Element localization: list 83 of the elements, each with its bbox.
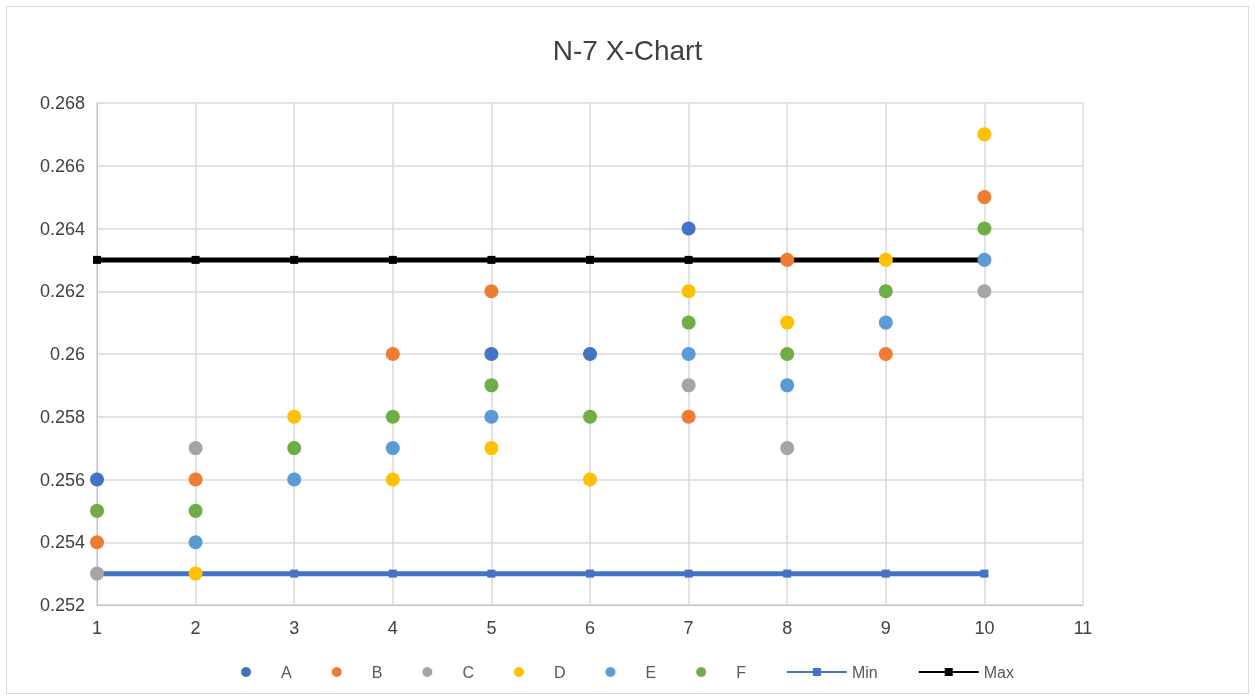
- y-tick-label: 0.264: [39, 218, 85, 239]
- y-tick-label: 0.268: [39, 93, 85, 113]
- point: [780, 378, 795, 393]
- x-tick-label: 4: [387, 618, 398, 638]
- x-tick-label: 9: [880, 618, 891, 638]
- point: [681, 347, 696, 361]
- point: [681, 284, 696, 299]
- y-tick-label: 0.262: [39, 281, 85, 302]
- point: [188, 441, 203, 456]
- point: [484, 378, 499, 393]
- point: [484, 347, 499, 361]
- point: [681, 221, 696, 236]
- point: [90, 503, 104, 518]
- point: [191, 255, 200, 264]
- point: [878, 347, 893, 361]
- point: [586, 569, 594, 578]
- legend-label: F: [736, 663, 747, 681]
- x-tick-label: 7: [683, 618, 694, 638]
- x-tick-label: 11: [1073, 618, 1093, 638]
- point: [583, 472, 597, 487]
- point: [188, 472, 203, 487]
- point: [484, 441, 499, 456]
- point: [684, 569, 693, 578]
- point: [980, 569, 989, 578]
- x-tick-label: 1: [91, 618, 103, 638]
- point: [388, 569, 397, 578]
- point: [388, 255, 397, 264]
- legend-label: D: [553, 663, 566, 681]
- point: [681, 409, 696, 424]
- point: [878, 284, 893, 299]
- point: [287, 409, 302, 424]
- point: [681, 378, 696, 393]
- point: [977, 284, 992, 299]
- y-tick-label: 0.266: [39, 155, 85, 176]
- point: [487, 569, 496, 578]
- point: [977, 190, 992, 205]
- point: [385, 472, 400, 487]
- point: [780, 315, 795, 330]
- x-tick-label: 8: [782, 618, 793, 638]
- point: [188, 535, 203, 550]
- legend-label: C: [462, 663, 474, 681]
- point: [188, 503, 203, 518]
- point: [93, 255, 101, 264]
- x-tick-label: 10: [974, 618, 995, 638]
- point: [290, 255, 299, 264]
- y-tick-label: 0.254: [39, 532, 85, 553]
- legend-label: B: [371, 663, 383, 681]
- point: [287, 472, 302, 487]
- y-tick-label: 0.252: [39, 595, 85, 615]
- point: [487, 255, 496, 264]
- point: [780, 347, 795, 361]
- point: [586, 255, 594, 264]
- point: [287, 441, 302, 456]
- point: [681, 315, 696, 330]
- x-tick-label: 2: [190, 618, 201, 638]
- y-tick-label: 0.258: [39, 406, 85, 427]
- point: [977, 221, 992, 236]
- point: [878, 315, 893, 330]
- point: [484, 284, 499, 299]
- point: [881, 569, 890, 578]
- point: [977, 127, 992, 142]
- legend-label: Min: [851, 663, 878, 681]
- legend-label: Max: [983, 663, 1014, 681]
- point: [385, 347, 400, 361]
- point: [290, 569, 299, 578]
- y-tick-label: 0.26: [49, 344, 85, 364]
- legend-label: A: [281, 663, 293, 681]
- x-tick-label: 3: [289, 618, 300, 638]
- chart-title: N-7 X-Chart: [552, 34, 703, 66]
- legend-label: E: [645, 663, 657, 681]
- x-tick-label: 5: [486, 618, 497, 638]
- point: [385, 441, 400, 456]
- point: [780, 441, 795, 456]
- point: [684, 255, 693, 264]
- y-tick-label: 0.256: [39, 469, 85, 490]
- point: [90, 472, 104, 487]
- point: [583, 409, 597, 424]
- point: [90, 535, 104, 550]
- point: [385, 409, 400, 424]
- point: [583, 347, 597, 361]
- point: [484, 409, 499, 424]
- x-tick-label: 6: [584, 618, 596, 638]
- point: [783, 569, 792, 578]
